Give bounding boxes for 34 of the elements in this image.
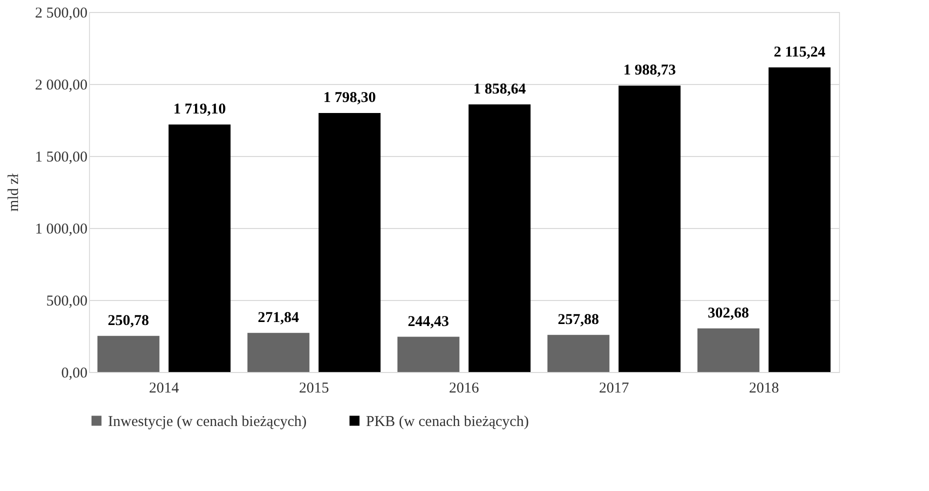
bar xyxy=(697,328,760,372)
y-tick-label: 2 000,00 xyxy=(35,78,88,94)
data-label: 244,43 xyxy=(408,314,450,330)
legend-label: PKB (w cenach bieżących) xyxy=(366,414,529,430)
data-label: 1 858,64 xyxy=(473,81,526,98)
data-label: 250,78 xyxy=(108,312,150,329)
data-label: 1 988,73 xyxy=(623,62,676,79)
x-tick-label: 2015 xyxy=(299,380,329,396)
y-tick-label: 1 500,00 xyxy=(35,150,88,166)
y-tick-label: 500,00 xyxy=(46,294,88,310)
data-label: 257,88 xyxy=(558,312,600,328)
bar xyxy=(168,124,231,372)
bar xyxy=(97,336,160,372)
legend-label: Inwestycje (w cenach bieżących) xyxy=(108,414,307,430)
bar xyxy=(468,104,531,372)
x-tick-label: 2018 xyxy=(749,380,779,396)
bar xyxy=(247,332,310,372)
x-tick-label: 2016 xyxy=(449,380,480,396)
y-tick-label: 1 000,00 xyxy=(35,222,88,238)
data-label: 271,84 xyxy=(258,310,300,326)
y-tick-label: 2 500,00 xyxy=(35,6,88,22)
bar xyxy=(768,67,831,372)
bar xyxy=(547,334,610,372)
data-label: 1 798,30 xyxy=(323,90,376,106)
x-tick-label: 2017 xyxy=(599,380,630,396)
bar xyxy=(397,336,460,372)
data-label: 2 115,24 xyxy=(774,44,826,60)
y-tick-label: 0,00 xyxy=(61,366,88,382)
bar xyxy=(318,113,381,372)
data-label: 302,68 xyxy=(708,305,750,322)
bar xyxy=(618,86,681,372)
x-tick-label: 2014 xyxy=(149,380,180,396)
data-label: 1 719,10 xyxy=(173,101,226,118)
y-axis-title: mld zł xyxy=(6,172,22,212)
